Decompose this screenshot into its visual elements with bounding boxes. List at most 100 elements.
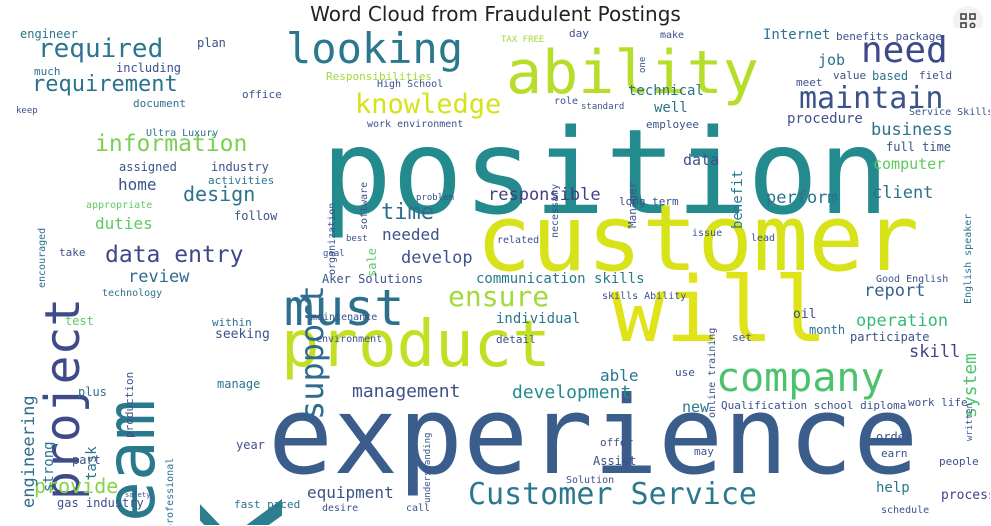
- word-appropriate: appropriate: [86, 200, 153, 211]
- word-organization: organization: [327, 202, 338, 275]
- word-may: may: [694, 445, 714, 458]
- word-participate: participate: [850, 330, 930, 344]
- word-client: client: [872, 183, 934, 203]
- word-field: field: [919, 69, 953, 82]
- word-data: data: [683, 151, 720, 169]
- word-customer: customer: [476, 185, 920, 292]
- word-desire: desire: [322, 503, 359, 514]
- word-based: based: [872, 69, 909, 83]
- word-necessary: necessary: [550, 183, 561, 238]
- word-maintenance: maintenance: [311, 312, 378, 323]
- word-earn: earn: [881, 447, 908, 460]
- word-aker-solutions: Aker Solutions: [322, 272, 424, 286]
- word-requirement: requirement: [32, 72, 178, 97]
- word-industry: industry: [211, 160, 269, 174]
- word-written: written: [965, 402, 975, 441]
- word-communication-skills: communication skills: [476, 271, 645, 287]
- word-process: process: [941, 488, 990, 503]
- word-ensure: ensure: [448, 280, 550, 313]
- word-maintain: maintain: [799, 81, 944, 116]
- word-work-life: work life: [908, 396, 968, 409]
- word-take: take: [59, 246, 86, 259]
- word-issue: issue: [692, 228, 723, 239]
- word-year: year: [236, 438, 265, 452]
- word-employee: employee: [646, 118, 699, 131]
- word-related: related: [497, 235, 540, 246]
- word-support: support: [293, 285, 331, 421]
- word-required: required: [38, 34, 164, 64]
- word-online-training: online training: [707, 327, 718, 418]
- word-skills-ability: skills Ability: [602, 291, 687, 302]
- word-looking: looking: [286, 28, 464, 73]
- word-best: best: [346, 234, 368, 244]
- word-full-time: full time: [886, 140, 952, 154]
- word-environment: environment: [316, 334, 383, 345]
- word-service-skills: Service Skills: [909, 107, 990, 118]
- word-long-term: long term: [619, 195, 679, 208]
- word-test: test: [65, 314, 94, 328]
- word-business: business: [871, 120, 953, 140]
- word-office: office: [242, 88, 282, 101]
- word-product: product: [281, 308, 551, 382]
- word-professional: professional: [165, 457, 176, 525]
- word-development: development: [512, 382, 632, 403]
- word-people: people: [939, 455, 979, 468]
- word-internet: Internet: [763, 28, 831, 43]
- word-must: must: [284, 279, 405, 337]
- word-encouraged: encouraged: [37, 227, 48, 288]
- word-including: including: [116, 61, 182, 75]
- word-able: able: [600, 366, 639, 385]
- word-technology: technology: [102, 288, 163, 299]
- word-well: well: [654, 100, 688, 116]
- word-understanding: understanding: [423, 432, 433, 504]
- word-review: review: [128, 267, 190, 287]
- word-qualification-school-diploma: Qualification school diploma: [721, 399, 907, 412]
- word-needed: needed: [382, 225, 440, 244]
- word-fast-paced: fast paced: [234, 498, 301, 511]
- word-procedure: procedure: [787, 111, 863, 127]
- word-call: call: [406, 503, 431, 514]
- word-schedule: schedule: [881, 505, 930, 516]
- word-seeking: seeking: [215, 327, 270, 342]
- word-make: make: [660, 30, 685, 41]
- word-computer: computer: [873, 155, 946, 173]
- word-plan: plan: [197, 36, 226, 50]
- word-day: day: [569, 28, 589, 40]
- word-responsibilities: Responsibilities: [326, 70, 432, 83]
- word-duties: duties: [95, 214, 153, 233]
- word-ability: ability: [506, 38, 759, 108]
- word-engineering: engineering: [19, 395, 39, 509]
- word-technical: technical: [628, 83, 704, 99]
- word-job: job: [818, 51, 846, 69]
- word-activities: activities: [208, 174, 275, 187]
- word-one: one: [638, 56, 648, 74]
- word-strong: strong: [41, 441, 57, 493]
- word-position: position: [321, 103, 890, 241]
- word-benefits-package: benefits package: [836, 30, 942, 43]
- word-problem: problem: [416, 193, 454, 203]
- word-manage: manage: [217, 377, 261, 391]
- word-home: home: [118, 175, 157, 194]
- word-work-environment: work environment: [367, 119, 464, 130]
- word-plus: plus: [78, 385, 107, 399]
- word-operation: operation: [856, 311, 949, 331]
- word-use: use: [675, 366, 695, 379]
- word-standard: standard: [581, 102, 625, 112]
- word-detail: detail: [496, 333, 536, 346]
- word-document: document: [133, 97, 186, 110]
- word-knowledge: knowledge: [355, 89, 502, 120]
- word-benefit: benefit: [730, 169, 746, 229]
- word-information: information: [95, 131, 248, 157]
- word-individual: individual: [496, 311, 581, 327]
- word-responsible: responsible: [488, 185, 601, 205]
- word-english-speaker: English speaker: [963, 213, 974, 304]
- word-time: time: [381, 200, 434, 225]
- word-order: order: [876, 430, 913, 444]
- word-offer: offer: [600, 436, 634, 449]
- word-help: help: [876, 480, 910, 496]
- word-engineer: engineer: [20, 28, 78, 41]
- chart-title: Word Cloud from Fraudulent Postings: [310, 2, 681, 26]
- word-gas-industry: gas industry: [57, 496, 144, 510]
- word-will: will: [611, 258, 828, 363]
- word-new: new: [682, 398, 710, 416]
